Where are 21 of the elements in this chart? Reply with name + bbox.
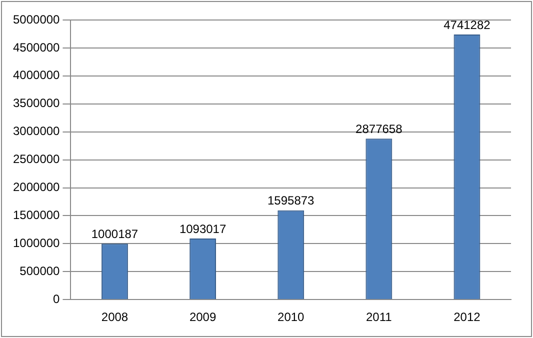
y-tick-label: 2500000 <box>13 152 60 166</box>
data-label: 2877658 <box>356 122 403 136</box>
y-tick-label: 5000000 <box>13 12 60 26</box>
y-tick-label: 1000000 <box>13 236 60 250</box>
y-tick-label: 500000 <box>20 264 60 278</box>
y-tick-label: 1500000 <box>13 208 60 222</box>
data-label: 4741282 <box>444 18 491 32</box>
y-tick-label: 2000000 <box>13 180 60 194</box>
x-tick-label: 2010 <box>278 310 305 324</box>
x-tick-label: 2008 <box>101 310 128 324</box>
data-label: 1595873 <box>268 194 315 208</box>
y-tick-label: 0 <box>53 292 60 306</box>
y-tick-label: 4500000 <box>13 40 60 54</box>
y-tick-label: 3500000 <box>13 96 60 110</box>
x-tick-label: 2009 <box>189 310 216 324</box>
data-label: 1000187 <box>91 226 138 241</box>
y-tick-label: 4000000 <box>13 68 60 82</box>
data-label: 1093017 <box>179 222 226 236</box>
x-tick-label: 2012 <box>454 310 481 324</box>
x-tick-label: 2011 <box>366 310 392 324</box>
y-tick-label: 3000000 <box>13 124 60 138</box>
